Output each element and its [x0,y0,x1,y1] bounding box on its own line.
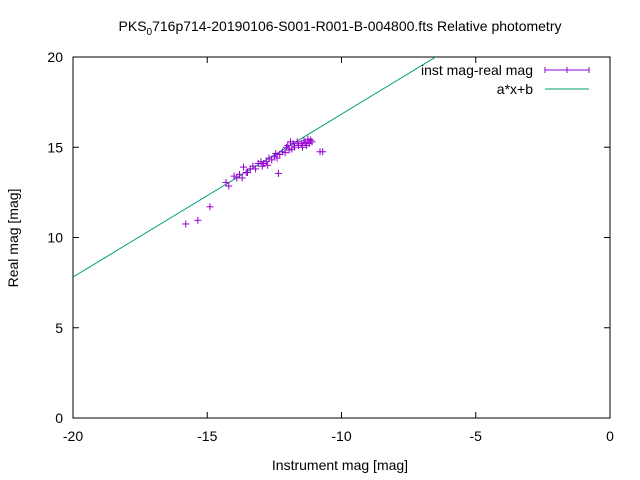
data-point [281,149,289,157]
data-point [242,169,250,177]
data-point [206,203,214,211]
data-point [319,148,327,156]
y-ticks: 0 5 10 15 20 [47,49,610,426]
data-point [307,136,315,144]
data-point [293,138,301,146]
data-point [222,178,230,186]
data-point [272,150,280,158]
data-point [225,182,233,190]
series-layer [73,57,437,278]
plot-frame [72,56,611,419]
data-point [308,138,316,146]
chart-title: PKS0716p714-20190106-S001-R001-B-004800.… [119,18,562,38]
y-tick-label: 20 [47,49,63,65]
y-tick-label: 10 [47,230,63,246]
data-point [262,158,270,166]
data-point [252,165,260,173]
data-point [274,169,282,177]
data-point [182,220,190,228]
x-axis-label: Instrument mag [mag] [272,457,408,473]
chart-title-subscript: 0 [147,27,153,38]
y-tick-label: 15 [47,139,63,155]
chart-title-suffix: 716p714-20190106-S001-R001-B-004800.fts … [152,18,561,34]
chart-title-prefix: PKS [119,18,147,34]
data-point [289,140,297,148]
x-tick-label: 0 [606,428,614,444]
data-point [264,161,272,169]
data-point [239,163,247,171]
data-point [238,174,246,182]
data-point [300,137,308,145]
data-point [194,216,202,224]
x-tick-label: -15 [197,428,217,444]
data-point [301,139,309,147]
data-point [268,156,276,164]
fit-line [73,57,437,278]
x-tick-label: -5 [470,428,483,444]
y-tick-label: 5 [55,320,63,336]
legend-label-fit: a*x+b [497,81,533,97]
y-tick-label: 0 [55,410,63,426]
data-point [258,162,266,170]
data-point [284,141,292,149]
data-point [273,154,281,162]
legend-label-points: inst mag-real mag [421,62,533,78]
data-point [235,170,243,178]
x-tick-label: -20 [63,428,83,444]
y-axis-label: Real mag [mag] [5,189,21,288]
x-ticks: -20 -15 -10 -5 0 [63,57,614,444]
data-point [291,143,299,151]
x-tick-label: -10 [331,428,351,444]
data-point [285,146,293,154]
data-point [299,143,307,151]
legend: inst mag-real mag a*x+b [421,62,590,97]
legend-swatch-points [544,67,590,73]
